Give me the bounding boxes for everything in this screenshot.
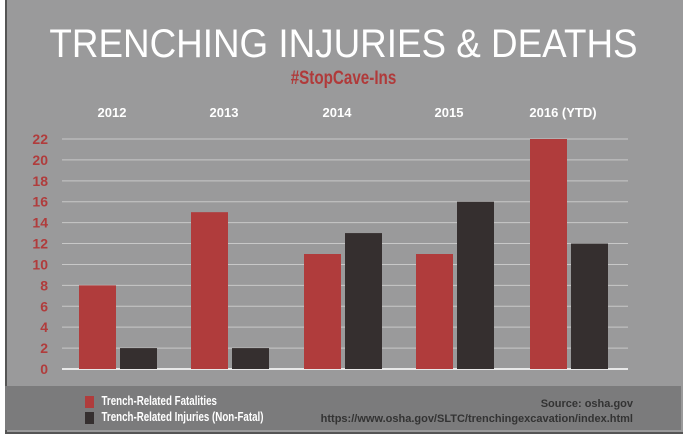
y-tick-label: 16 — [32, 194, 48, 210]
bar-fatalities-2013 — [191, 212, 228, 369]
bar-fatalities-2015 — [416, 254, 453, 369]
y-tick-label: 22 — [32, 131, 48, 147]
chart-background — [5, 0, 683, 434]
y-tick-label: 6 — [40, 298, 48, 314]
bar-injuries-2016 — [571, 243, 608, 369]
y-tick-label: 4 — [40, 319, 48, 335]
x-category-label: 2012 — [98, 105, 127, 120]
y-tick-label: 10 — [32, 256, 48, 272]
x-category-label: 2014 — [323, 105, 353, 120]
bar-injuries-2014 — [345, 233, 382, 369]
x-category-label: 2016 (YTD) — [529, 105, 596, 120]
y-tick-label: 14 — [32, 215, 48, 231]
chart-subtitle: #StopCave-Ins — [290, 68, 397, 89]
legend: Trench-Related Fatalities Trench-Related… — [5, 386, 681, 430]
y-tick-label: 12 — [32, 236, 48, 252]
y-tick-label: 18 — [32, 173, 48, 189]
legend-swatch — [85, 411, 94, 424]
source-url: https://www.osha.gov/SLTC/trenchingexcav… — [320, 413, 633, 425]
y-tick-label: 2 — [40, 340, 48, 356]
source-label: Source: osha.gov — [540, 398, 633, 410]
chart-title: TRENCHING INJURIES & DEATHS — [49, 22, 638, 66]
y-tick-label: 8 — [40, 277, 48, 293]
bar-injuries-2015 — [457, 201, 494, 369]
legend-item-injuries: Trench-Related Injuries (Non-Fatal) — [85, 409, 263, 424]
legend-swatch — [85, 395, 94, 408]
bar-fatalities-2016 — [530, 139, 567, 369]
bar-injuries-2013 — [232, 348, 269, 369]
legend-label: Trench-Related Injuries (Non-Fatal) — [101, 409, 264, 424]
y-tick-label: 20 — [32, 152, 48, 168]
bar-fatalities-2014 — [304, 254, 341, 369]
legend-item-fatalities: Trench-Related Fatalities — [85, 393, 217, 408]
y-tick-label: 0 — [40, 361, 48, 377]
bar-fatalities-2012 — [79, 285, 116, 369]
x-category-label: 2015 — [435, 105, 464, 120]
x-category-label: 2013 — [210, 105, 239, 120]
legend-label: Trench-Related Fatalities — [101, 393, 217, 408]
bar-injuries-2012 — [120, 348, 157, 369]
